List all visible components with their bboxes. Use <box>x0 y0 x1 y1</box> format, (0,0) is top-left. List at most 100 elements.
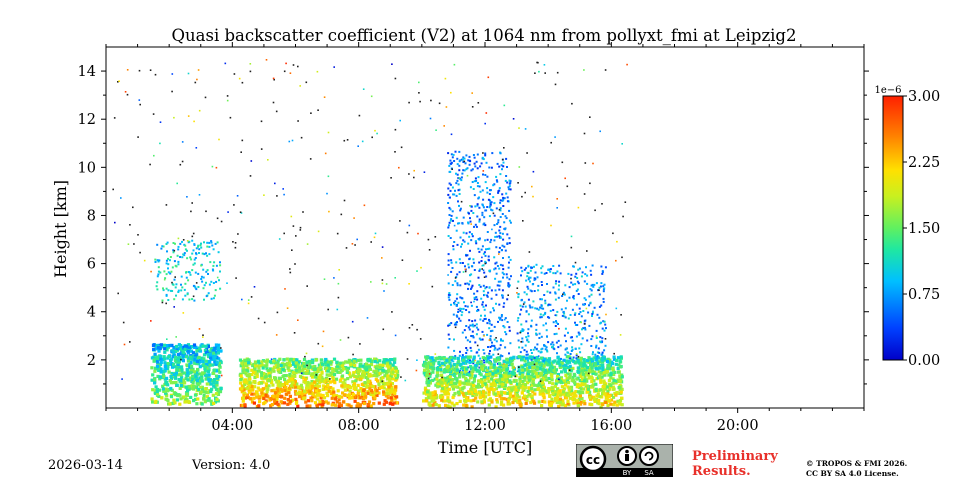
heatmap-pixel <box>481 268 483 270</box>
heatmap-pixel <box>464 270 467 273</box>
heatmap-pixel <box>197 69 200 71</box>
heatmap-pixel <box>577 355 580 358</box>
heatmap-pixel <box>348 359 352 363</box>
heatmap-pixel <box>297 65 299 68</box>
heatmap-pixel <box>506 387 510 391</box>
heatmap-pixel <box>448 323 451 326</box>
heatmap-pixel <box>528 365 532 369</box>
heatmap-pixel <box>584 162 587 164</box>
heatmap-pixel <box>301 371 305 375</box>
heatmap-pixel <box>157 260 160 263</box>
heatmap-pixel <box>571 339 574 342</box>
heatmap-pixel <box>425 365 429 369</box>
heatmap-pixel <box>554 291 557 294</box>
heatmap-pixel <box>475 296 478 299</box>
heatmap-pixel <box>579 402 583 406</box>
heatmap-pixel <box>572 283 574 286</box>
heatmap-pixel <box>444 369 448 373</box>
heatmap-pixel <box>150 366 154 370</box>
heatmap-pixel <box>506 243 509 245</box>
heatmap-pixel <box>155 359 159 363</box>
heatmap-pixel <box>196 382 200 387</box>
heatmap-pixel <box>455 402 459 406</box>
heatmap-pixel <box>481 390 486 394</box>
heatmap-pixel <box>419 338 422 340</box>
heatmap-pixel <box>449 380 453 384</box>
heatmap-pixel <box>240 387 244 391</box>
heatmap-pixel <box>155 392 160 396</box>
heatmap-pixel <box>166 388 170 393</box>
heatmap-pixel <box>537 355 540 357</box>
heatmap-pixel <box>481 338 484 341</box>
heatmap-pixel <box>590 403 594 407</box>
heatmap-pixel <box>167 299 170 301</box>
heatmap-pixel <box>293 380 297 384</box>
heatmap-pixel <box>390 368 394 372</box>
heatmap-pixel <box>463 157 466 160</box>
heatmap-pixel <box>546 359 549 362</box>
heatmap-pixel <box>591 362 595 366</box>
copyright-line-2: CC BY SA 4.0 License. <box>806 469 899 478</box>
heatmap-pixel <box>155 390 159 394</box>
heatmap-pixel <box>499 280 502 283</box>
heatmap-pixel <box>284 392 288 396</box>
x-tick-label: 04:00 <box>211 418 253 434</box>
heatmap-pixel <box>363 366 367 370</box>
heatmap-pixel <box>547 400 551 404</box>
heatmap-pixel <box>562 293 564 296</box>
heatmap-pixel <box>468 370 471 373</box>
heatmap-pixel <box>589 288 592 291</box>
heatmap-pixel <box>606 390 610 394</box>
heatmap-pixel <box>330 403 334 407</box>
heatmap-pixel <box>190 357 194 361</box>
heatmap-pixel <box>388 402 392 406</box>
heatmap-pixel <box>169 395 174 399</box>
heatmap-pixel <box>382 390 386 394</box>
heatmap-pixel <box>564 353 567 356</box>
heatmap-pixel <box>499 397 503 401</box>
heatmap-pixel <box>529 374 533 378</box>
heatmap-pixel <box>469 374 473 378</box>
heatmap-pixel <box>186 240 189 242</box>
heatmap-pixel <box>498 394 502 398</box>
heatmap-pixel <box>555 314 558 317</box>
heatmap-pixel <box>577 206 580 209</box>
heatmap-pixel <box>176 356 180 360</box>
heatmap-pixel <box>330 391 334 396</box>
heatmap-pixel <box>508 261 510 264</box>
heatmap-pixel <box>575 377 579 381</box>
heatmap-pixel <box>469 220 472 223</box>
heatmap-pixel <box>453 391 457 396</box>
heatmap-pixel <box>573 297 575 300</box>
heatmap-pixel <box>612 232 614 235</box>
heatmap-pixel <box>483 222 486 225</box>
heatmap-pixel <box>605 313 607 316</box>
heatmap-pixel <box>579 311 582 313</box>
heatmap-pixel <box>394 376 399 380</box>
heatmap-pixel <box>205 362 209 367</box>
heatmap-pixel <box>394 151 396 153</box>
heatmap-pixel <box>181 256 184 259</box>
heatmap-pixel <box>600 265 603 268</box>
heatmap-pixel <box>351 373 355 377</box>
heatmap-pixel <box>547 268 550 271</box>
heatmap-pixel <box>598 375 602 379</box>
heatmap-pixel <box>478 196 480 199</box>
heatmap-pixel <box>528 393 532 397</box>
heatmap-pixel <box>317 375 321 379</box>
heatmap-pixel <box>329 378 331 380</box>
heatmap-pixel <box>487 356 491 360</box>
heatmap-pixel <box>499 377 503 381</box>
heatmap-pixel <box>376 379 380 383</box>
heatmap-pixel <box>580 367 584 371</box>
heatmap-pixel <box>173 401 177 405</box>
heatmap-pixel <box>295 369 299 373</box>
cc-license-badge[interactable]: cc BY SA <box>576 444 673 477</box>
heatmap-pixel <box>271 367 275 371</box>
heatmap-pixel <box>176 254 179 257</box>
heatmap-pixel <box>179 163 182 166</box>
heatmap-pixel <box>530 319 533 322</box>
heatmap-pixel <box>499 152 502 155</box>
heatmap-pixel <box>194 286 197 289</box>
heatmap-pixel <box>556 388 560 392</box>
